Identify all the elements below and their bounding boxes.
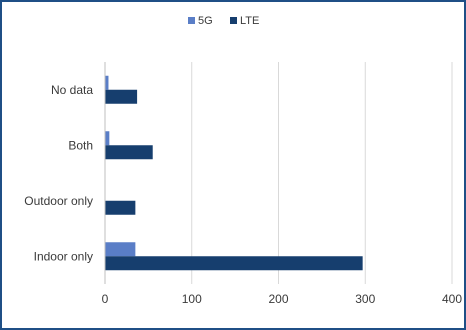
x-tick-label: 300 — [355, 292, 375, 306]
bar-5g-both — [105, 131, 110, 146]
bars — [105, 75, 363, 271]
category-label: Indoor only — [34, 249, 93, 263]
legend-swatch-lte — [230, 17, 237, 24]
bar-5g-indoor-only — [105, 242, 136, 257]
x-tick-label: 0 — [102, 292, 109, 306]
x-tick-labels: 0 100 200 300 400 — [102, 292, 463, 306]
category-labels: Indoor only Outdoor only Both No data — [24, 83, 93, 264]
x-tick-label: 200 — [268, 292, 288, 306]
bar-lte-outdoor-only — [105, 200, 136, 215]
category-label: No data — [51, 83, 93, 97]
bar-lte-both — [105, 145, 153, 160]
legend: 5G LTE — [188, 15, 259, 27]
category-label: Both — [68, 138, 93, 152]
legend-swatch-5g — [188, 17, 195, 24]
gridlines — [191, 62, 453, 284]
bar-lte-indoor-only — [105, 256, 363, 271]
legend-label-lte: LTE — [240, 15, 259, 27]
x-tick-label: 400 — [442, 292, 462, 306]
x-tick-label: 100 — [182, 292, 202, 306]
bar-5g-no-data — [105, 75, 109, 90]
category-label: Outdoor only — [24, 194, 93, 208]
legend-label-5g: 5G — [198, 15, 213, 27]
bar-lte-no-data — [105, 89, 138, 104]
